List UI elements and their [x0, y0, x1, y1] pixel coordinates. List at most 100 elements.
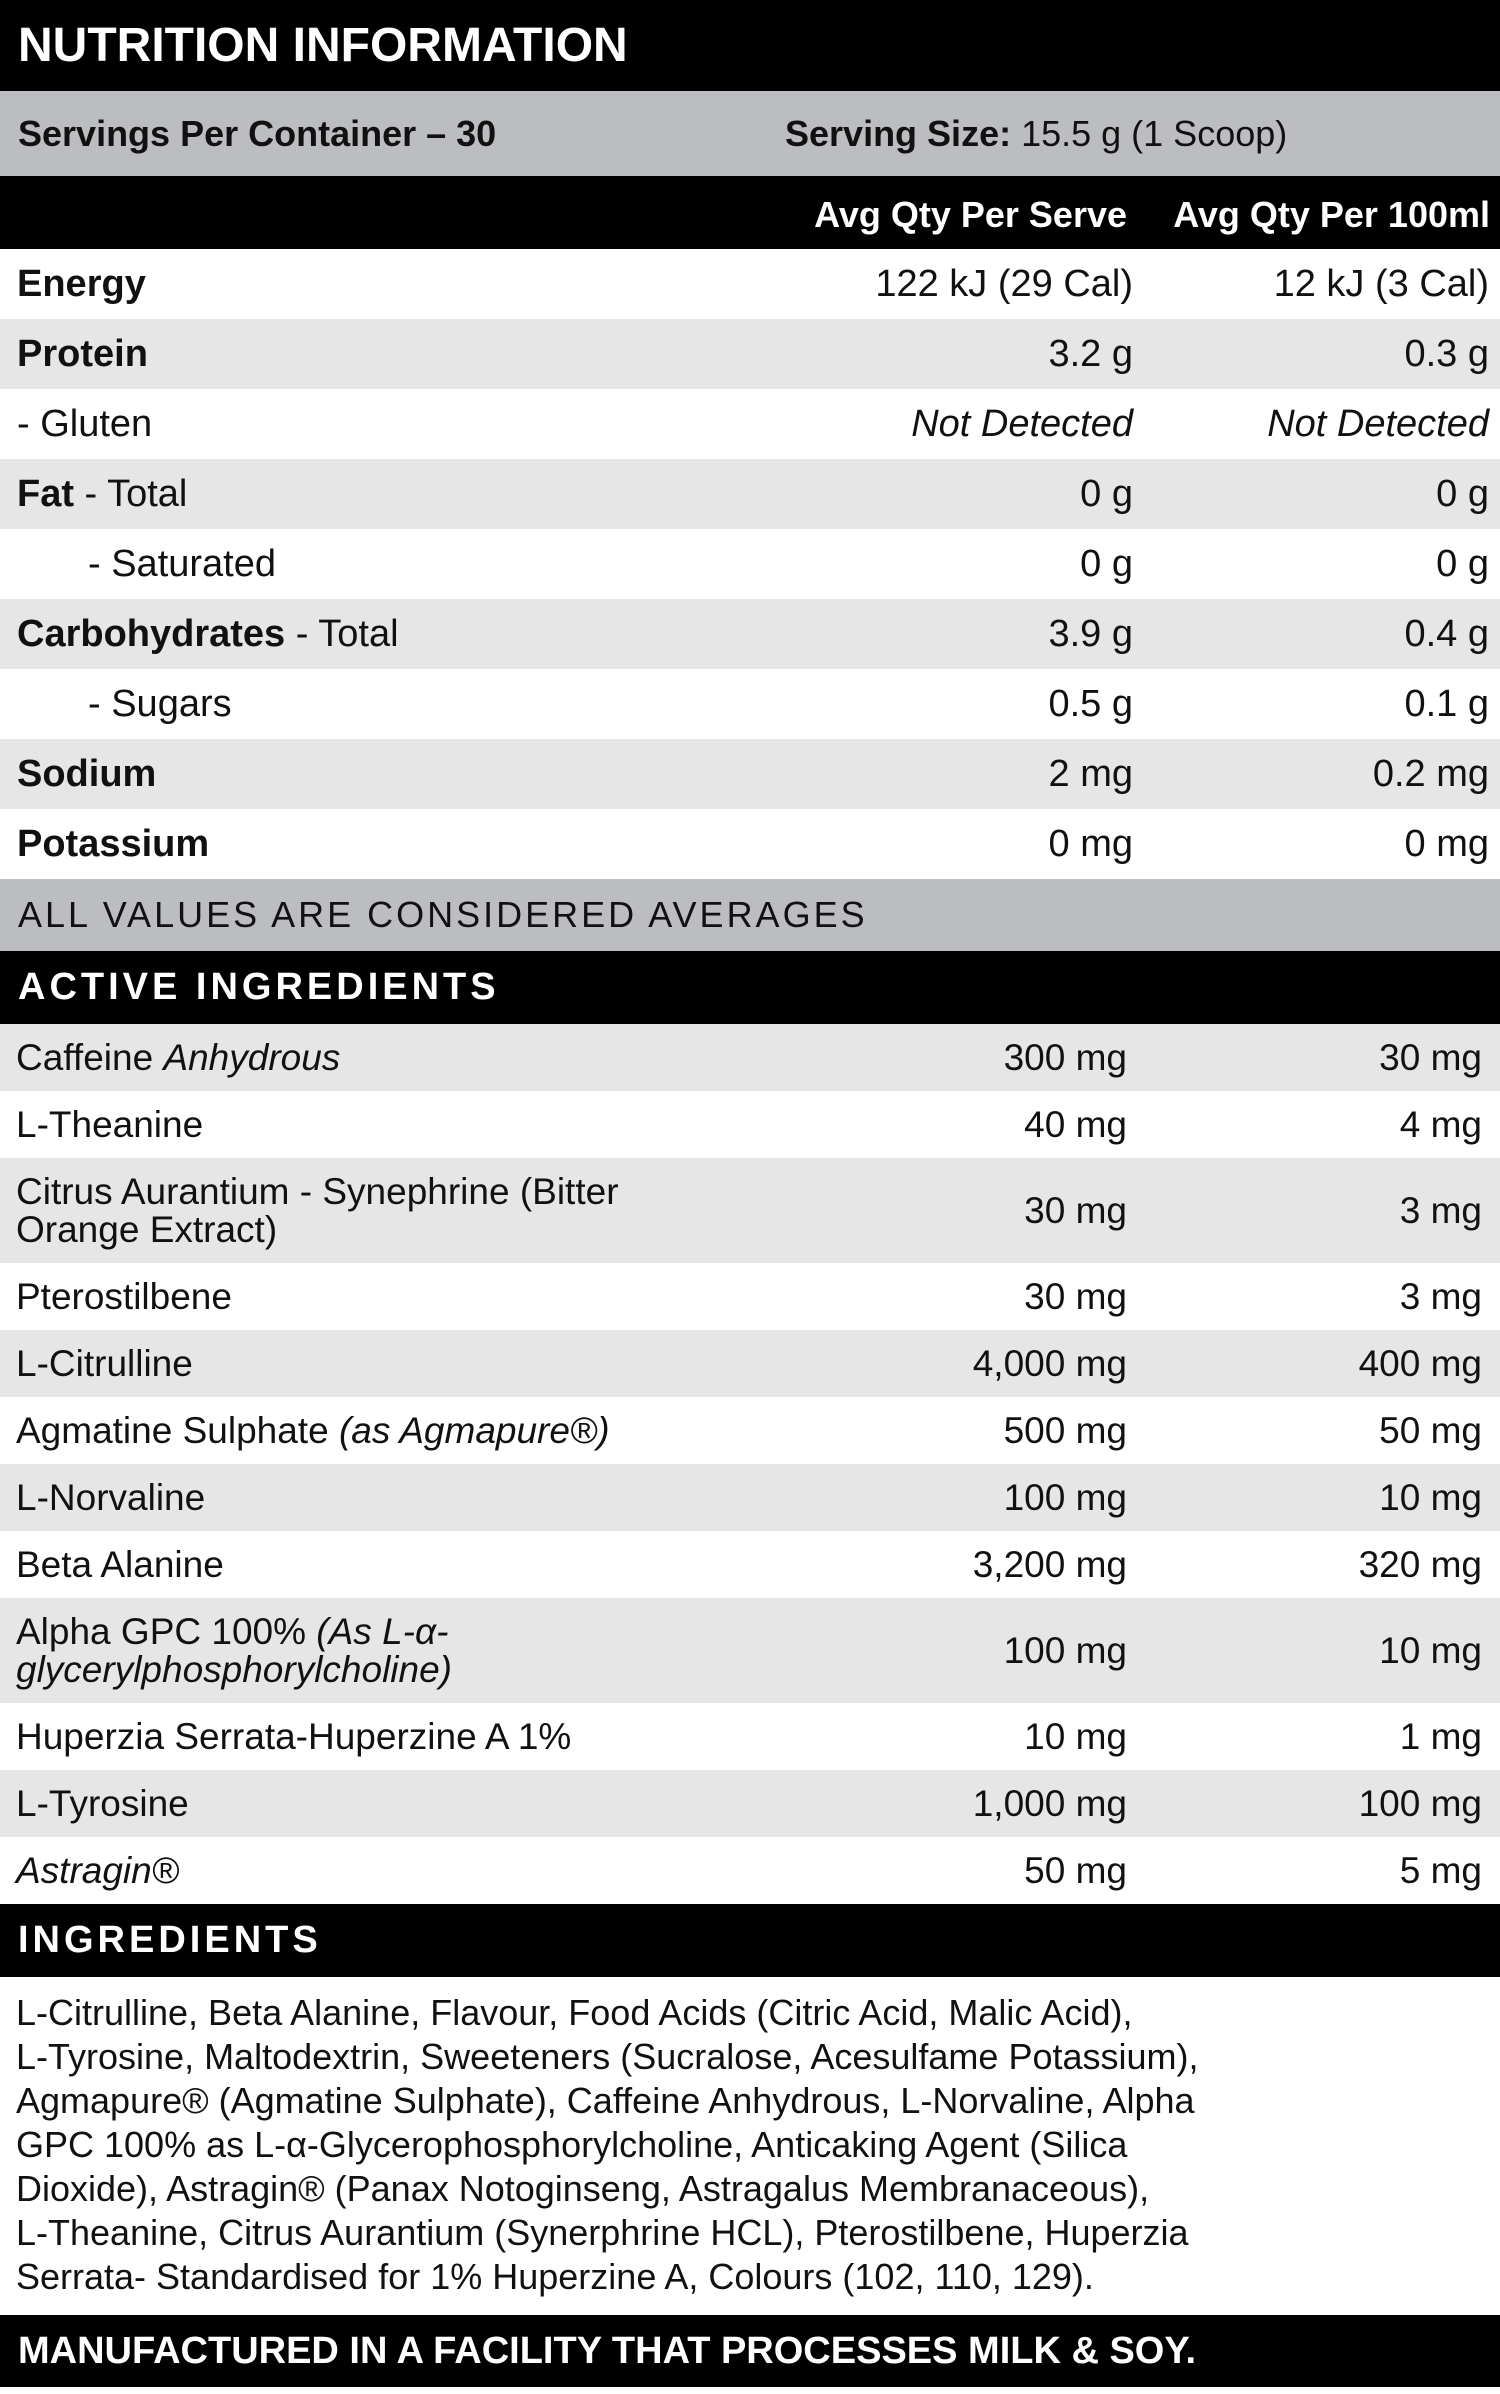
ingredients-line: L-Theanine, Citrus Aurantium (Synerphrin… — [16, 2212, 1189, 2253]
ingredient-name-text: Caffeine — [16, 1036, 164, 1078]
per-100ml-value: 50 mg — [1379, 1409, 1482, 1451]
ingredient-name-text: Agmatine Sulphate — [16, 1409, 339, 1451]
per-100ml-value: 0.4 g — [1404, 613, 1489, 655]
averages-note: ALL VALUES ARE CONSIDERED AVERAGES — [0, 879, 1500, 951]
per-serve-value: 3.9 g — [1048, 613, 1133, 655]
per-100ml-value: 0.3 g — [1404, 333, 1489, 375]
per-100ml-value: 30 mg — [1379, 1036, 1482, 1078]
nutrition-row: - Sugars 0.5 g 0.1 g — [0, 669, 1500, 739]
ingredient-name: Alpha GPC 100% (As L-α-glycerylphosphory… — [16, 1610, 716, 1690]
nutrition-row: Fat - Total 0 g 0 g — [0, 459, 1500, 529]
ingredient-name-text: Beta Alanine — [16, 1543, 224, 1585]
nutrient-name: Potassium — [17, 823, 209, 866]
nutrient-name: - Gluten — [17, 403, 152, 446]
nutrition-row: Energy 122 kJ (29 Cal) 12 kJ (3 Cal) — [0, 249, 1500, 319]
nutrient-name-detail: - Saturated — [88, 543, 276, 585]
ingredients-line: Serrata- Standardised for 1% Huperzine A… — [16, 2256, 1094, 2297]
per-100ml-value: 0 g — [1436, 473, 1489, 515]
active-ingredients-heading: ACTIVE INGREDIENTS — [0, 951, 1500, 1024]
per-100ml-value: 0 mg — [1404, 823, 1489, 865]
nutrition-row: Sodium 2 mg 0.2 mg — [0, 739, 1500, 809]
nutrient-name-bold: Fat — [17, 473, 74, 515]
per-100ml-value: Not Detected — [1267, 403, 1489, 445]
ingredients-line: L-Citrulline, Beta Alanine, Flavour, Foo… — [16, 1992, 1133, 2033]
nutrient-name: Energy — [17, 263, 146, 306]
per-serve-value: 40 mg — [1024, 1103, 1127, 1145]
nutrient-name-detail: - Sugars — [88, 683, 232, 725]
ingredient-name: L-Theanine — [16, 1103, 716, 1145]
active-ingredient-row: Alpha GPC 100% (As L-α-glycerylphosphory… — [0, 1598, 1500, 1703]
active-ingredient-row: L-Norvaline 100 mg 10 mg — [0, 1464, 1500, 1531]
nutrient-name-bold: Energy — [17, 263, 146, 305]
ingredient-name-text: Alpha GPC 100% — [16, 1610, 317, 1652]
per-100ml-value: 0.2 mg — [1372, 753, 1489, 795]
ingredient-name-italic: (As L-α-glycerylphosphorylcholine) — [16, 1610, 452, 1690]
per-serve-value: 0 g — [1080, 473, 1133, 515]
ingredient-name-text: L-Theanine — [16, 1103, 204, 1145]
ingredient-name: Caffeine Anhydrous — [16, 1036, 716, 1078]
per-serve-value: 0 mg — [1048, 823, 1133, 865]
per-100ml-value: 100 mg — [1358, 1782, 1482, 1824]
nutrient-name-bold: Sodium — [17, 753, 157, 795]
nutrient-name: - Sugars — [88, 683, 232, 726]
per-serve-value: 3.2 g — [1048, 333, 1133, 375]
per-serve-value: 30 mg — [1024, 1189, 1127, 1231]
active-ingredient-row: Astragin® 50 mg 5 mg — [0, 1837, 1500, 1904]
per-serve-value: 2 mg — [1048, 753, 1133, 795]
nutrient-name: Sodium — [17, 753, 156, 796]
per-serve-value: 4,000 mg — [972, 1342, 1127, 1384]
active-ingredient-row: Beta Alanine 3,200 mg 320 mg — [0, 1531, 1500, 1598]
nutrition-row: - Saturated 0 g 0 g — [0, 529, 1500, 599]
column-header-per-100ml: Avg Qty Per 100ml — [1173, 194, 1490, 235]
active-ingredient-row: L-Tyrosine 1,000 mg 100 mg — [0, 1770, 1500, 1837]
per-serve-value: 0.5 g — [1048, 683, 1133, 725]
nutrient-name: - Saturated — [88, 543, 276, 586]
ingredient-name: Agmatine Sulphate (as Agmapure®) — [16, 1409, 716, 1451]
ingredient-name-text: L-Norvaline — [16, 1476, 206, 1518]
column-header-row: Avg Qty Per Serve Avg Qty Per 100ml — [0, 176, 1500, 249]
allergen-footer: MANUFACTURED IN A FACILITY THAT PROCESSE… — [0, 2315, 1500, 2387]
active-ingredient-row: Pterostilbene 30 mg 3 mg — [0, 1263, 1500, 1330]
per-100ml-value: 3 mg — [1399, 1189, 1482, 1231]
nutrient-name-bold: Carbohydrates — [17, 613, 286, 655]
ingredient-name: L-Citrulline — [16, 1342, 716, 1384]
serving-size: Serving Size: 15.5 g (1 Scoop) — [785, 113, 1287, 155]
column-header-per-serve: Avg Qty Per Serve — [814, 194, 1127, 235]
nutrient-name-bold: Protein — [17, 333, 148, 375]
per-100ml-value: 10 mg — [1379, 1629, 1482, 1671]
per-100ml-value: 400 mg — [1358, 1342, 1482, 1384]
serving-size-label: Serving Size: — [785, 112, 1012, 154]
ingredients-list: L-Citrulline, Beta Alanine, Flavour, Foo… — [0, 1977, 1500, 2315]
ingredient-name-text: L-Citrulline — [16, 1342, 193, 1384]
active-ingredient-row: Citrus Aurantium - Synephrine (Bitter Or… — [0, 1158, 1500, 1263]
ingredients-line: Dioxide), Astragin® (Panax Notoginseng, … — [16, 2168, 1150, 2209]
nutrition-table: Energy 122 kJ (29 Cal) 12 kJ (3 Cal) Protei… — [0, 249, 1500, 879]
per-serve-value: 50 mg — [1024, 1849, 1127, 1891]
nutrition-title: NUTRITION INFORMATION — [0, 0, 1500, 91]
per-serve-value: 300 mg — [1003, 1036, 1127, 1078]
nutrition-row: Potassium 0 mg 0 mg — [0, 809, 1500, 879]
ingredient-name-italic: Astragin® — [16, 1849, 179, 1891]
nutrient-name: Protein — [17, 333, 148, 376]
per-100ml-value: 320 mg — [1358, 1543, 1482, 1585]
nutrition-row: Protein 3.2 g 0.3 g — [0, 319, 1500, 389]
ingredients-heading: INGREDIENTS — [0, 1904, 1500, 1977]
ingredient-name: Astragin® — [16, 1849, 716, 1891]
per-serve-value: 30 mg — [1024, 1275, 1127, 1317]
ingredient-name: Beta Alanine — [16, 1543, 716, 1585]
per-100ml-value: 0.1 g — [1404, 683, 1489, 725]
active-ingredient-row: L-Citrulline 4,000 mg 400 mg — [0, 1330, 1500, 1397]
per-100ml-value: 3 mg — [1399, 1275, 1482, 1317]
ingredient-name: L-Tyrosine — [16, 1784, 716, 1823]
per-serve-value: 500 mg — [1003, 1409, 1127, 1451]
per-serve-value: 10 mg — [1024, 1715, 1127, 1757]
nutrient-name-bold: Potassium — [17, 823, 210, 865]
nutrient-name-detail: - Total — [74, 473, 188, 515]
ingredient-name: Pterostilbene — [16, 1277, 716, 1316]
ingredient-name-italic: (as Agmapure®) — [338, 1409, 610, 1451]
ingredient-name-text: Citrus Aurantium - Synephrine (Bitter Or… — [16, 1170, 619, 1250]
servings-per-container: Servings Per Container – 30 — [18, 112, 497, 154]
per-serve-value: 122 kJ (29 Cal) — [875, 263, 1133, 305]
nutrient-name-detail: - Gluten — [17, 403, 153, 445]
serving-size-value: 15.5 g (1 Scoop) — [1011, 112, 1288, 154]
